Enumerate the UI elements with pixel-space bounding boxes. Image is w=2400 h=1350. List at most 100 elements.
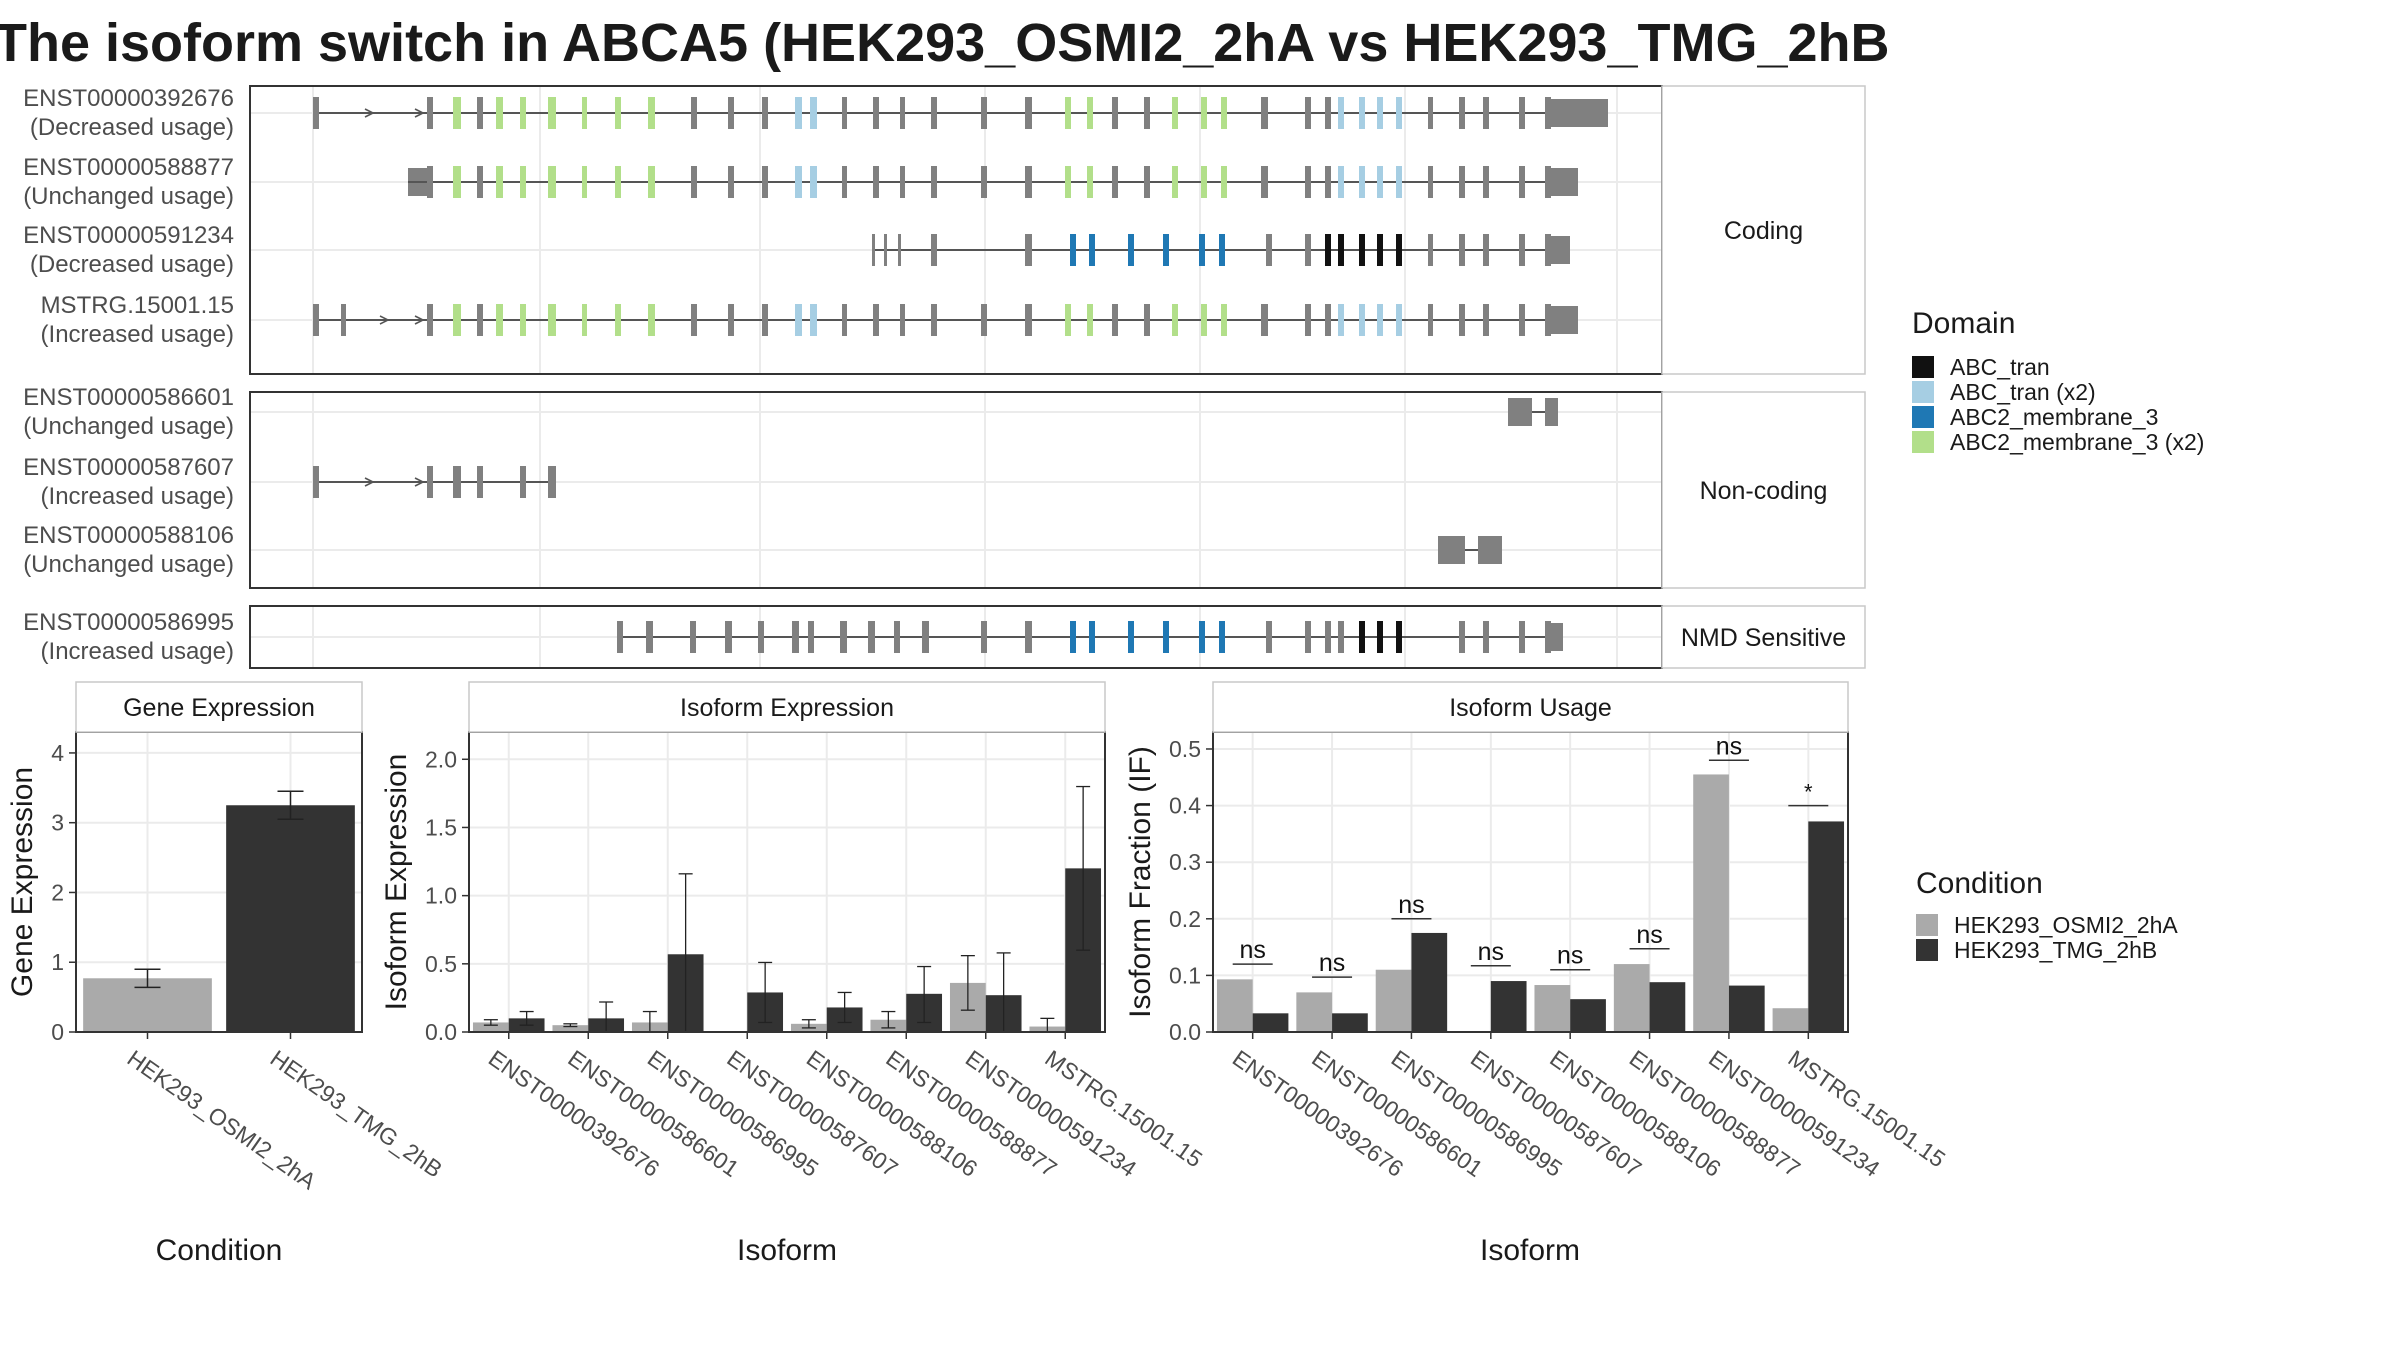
legend-label: ABC2_membrane_3 (x2) (1950, 429, 2204, 455)
domain-exon (795, 304, 802, 336)
facet-strip-label: Coding (1724, 217, 1803, 245)
exon (1325, 97, 1331, 129)
bar (1375, 969, 1412, 1032)
bar (1649, 982, 1686, 1032)
domain-exon (648, 304, 655, 336)
legend-title: Condition (1916, 867, 2043, 900)
facet-strip-label: NMD Sensitive (1681, 624, 1846, 652)
exon (873, 97, 879, 129)
domain-exon (1199, 621, 1205, 653)
exon (1305, 166, 1311, 198)
domain-exon (1338, 234, 1344, 266)
exon (1025, 166, 1032, 198)
isoform-id-label: ENST00000587607 (23, 454, 234, 481)
y-tick-label: 0.0 (425, 1019, 457, 1045)
exon (1112, 97, 1118, 129)
exon (728, 166, 734, 198)
exon (1338, 621, 1344, 653)
isoform-track (872, 234, 1570, 266)
domain-exon (548, 304, 556, 336)
exon (725, 621, 732, 653)
exon (762, 304, 768, 336)
exon (1325, 166, 1331, 198)
isoform-usage-label: (Unchanged usage) (23, 551, 234, 578)
domain-exon (1172, 166, 1178, 198)
terminal-exon (1548, 306, 1578, 334)
expression-bar-charts: 01234HEK293_OSMI2_2hAHEK293_TMG_2hBGene … (6, 681, 1950, 1267)
y-tick-label: 3 (51, 810, 64, 836)
domain-exon (1396, 166, 1402, 198)
domain-exon (615, 97, 621, 129)
y-axis-label: Isoform Fraction (IF) (1124, 746, 1157, 1018)
bar (1252, 1013, 1289, 1032)
domain-exon (615, 166, 621, 198)
facet-strip (75, 681, 363, 733)
chart-title: Gene Expression (123, 694, 315, 722)
exon (981, 166, 987, 198)
y-tick-label: 2.0 (425, 746, 457, 772)
facet-strip (468, 681, 1106, 733)
isoform-usage-label: (Unchanged usage) (23, 413, 234, 440)
significance-label: ns (1716, 732, 1742, 760)
domain-exon (1172, 304, 1178, 336)
direction-arrow (414, 315, 425, 325)
domain-exon (1338, 304, 1344, 336)
facet-strip (1661, 391, 1866, 589)
domain-exon (520, 304, 526, 336)
exon (1305, 97, 1311, 129)
exon (1025, 304, 1032, 336)
structure-panel-nmd-sensitive: ENST00000586995(Increased usage) NMD Sens… (23, 605, 1866, 669)
terminal-exon (1548, 623, 1563, 651)
exon (427, 97, 433, 129)
y-tick-label: 1.5 (425, 814, 457, 840)
direction-arrow (379, 315, 390, 325)
legend-label: ABC_tran (x2) (1950, 379, 2096, 405)
y-tick-label: 0.1 (1169, 962, 1201, 988)
exon (453, 466, 461, 498)
exon (868, 621, 875, 653)
domain-exon (582, 304, 587, 336)
domain-exon (1172, 97, 1178, 129)
domain-exon (520, 97, 526, 129)
domain-exon (1396, 304, 1402, 336)
domain-exon (496, 166, 503, 198)
exon (1025, 234, 1032, 266)
exon (792, 621, 799, 653)
x-axis-label: Isoform (737, 1234, 837, 1267)
exon (1305, 304, 1311, 336)
x-axis-label: Condition (156, 1234, 283, 1267)
structure-panel-non-coding: ENST00000586601(Unchanged usage)ENST0000… (23, 384, 1866, 589)
isoform-track (617, 621, 1563, 653)
y-tick-label: 0.5 (425, 951, 457, 977)
domain-exon (1359, 304, 1365, 336)
exon (728, 304, 734, 336)
domain-exon (810, 304, 817, 336)
exon (898, 234, 901, 266)
significance-label: ns (1636, 921, 1662, 949)
exon (1428, 97, 1433, 129)
exon (931, 304, 937, 336)
domain-exon (582, 97, 587, 129)
exon (1266, 621, 1272, 653)
exon (762, 97, 768, 129)
isoform-track (1438, 536, 1502, 564)
isoform-usage-label: (Increased usage) (41, 321, 234, 348)
exon (1144, 304, 1150, 336)
terminal-exon (1490, 536, 1502, 564)
exon (1325, 304, 1331, 336)
domain-exon (1087, 166, 1093, 198)
domain-exon (496, 97, 503, 129)
isoform-id-label: ENST00000588106 (23, 522, 234, 549)
bar-chart-isoform-expression: 0.00.51.01.52.0ENST00000392676ENST000005… (380, 681, 1207, 1267)
domain-exon (496, 304, 503, 336)
domain-exon (1359, 621, 1365, 653)
exon (873, 166, 879, 198)
exon (1144, 97, 1150, 129)
domain-exon (1359, 97, 1365, 129)
bar (1808, 821, 1845, 1032)
domain-exon (1163, 234, 1169, 266)
panel-border (468, 731, 1106, 1033)
exon (1305, 621, 1311, 653)
